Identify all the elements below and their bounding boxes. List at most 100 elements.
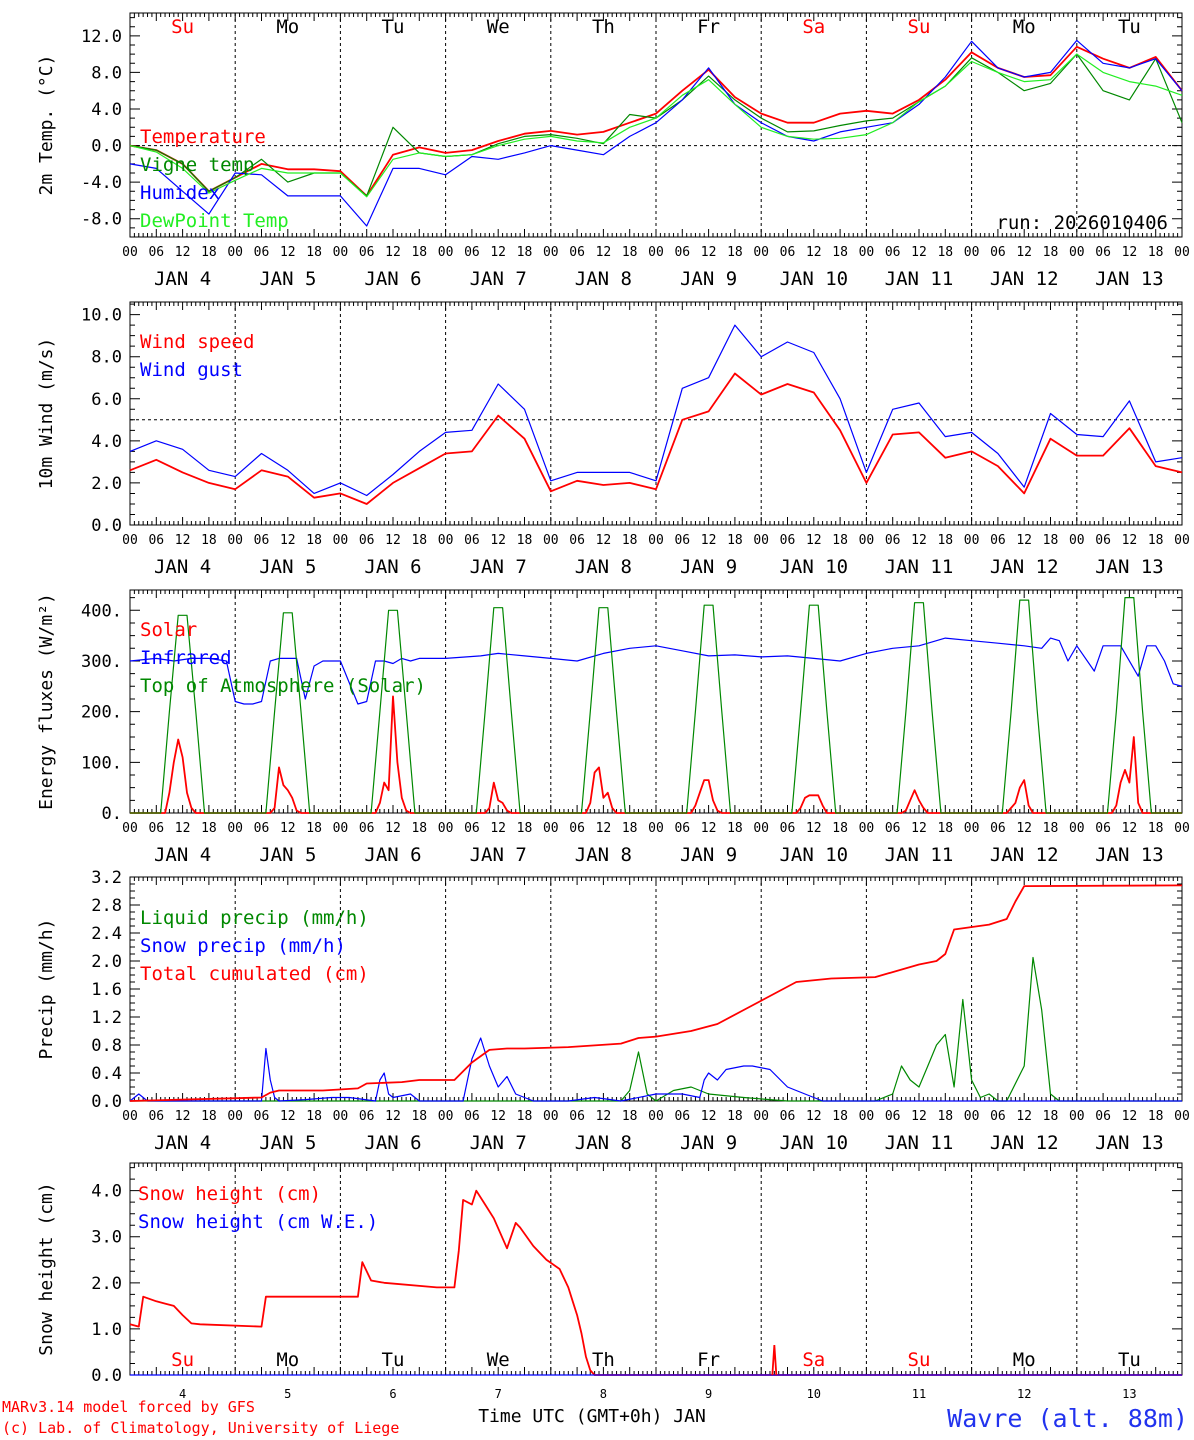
y-tick-label: 400. xyxy=(81,601,122,621)
hour-label: 18 xyxy=(937,533,953,548)
hour-label: 00 xyxy=(753,533,769,548)
x-ticks xyxy=(129,13,1183,237)
hour-label: 12 xyxy=(490,533,506,548)
hour-label: 12 xyxy=(490,245,506,260)
hour-label: 18 xyxy=(411,245,427,260)
hour-label: 12 xyxy=(385,245,401,260)
hour-label: 00 xyxy=(122,533,138,548)
hour-label: 18 xyxy=(517,1109,533,1124)
hour-label: 06 xyxy=(1095,1109,1111,1124)
hour-label: 00 xyxy=(227,245,243,260)
y-tick-label: 200. xyxy=(81,703,122,723)
hour-label: 06 xyxy=(254,1109,270,1124)
hour-label: 12 xyxy=(280,821,296,836)
hour-label: 12 xyxy=(911,821,927,836)
hour-label: 06 xyxy=(674,533,690,548)
hour-label: 18 xyxy=(622,1109,638,1124)
date-label: JAN 4 xyxy=(154,844,211,866)
hour-label: 18 xyxy=(1148,1109,1164,1124)
date-label: JAN 9 xyxy=(680,1132,737,1154)
hour-label: 12 xyxy=(175,821,191,836)
series-wind-gust xyxy=(129,324,1183,497)
hour-label: 18 xyxy=(411,533,427,548)
hour-label: 06 xyxy=(254,821,270,836)
hour-label: 06 xyxy=(780,533,796,548)
hour-label: 18 xyxy=(1043,245,1059,260)
date-label: JAN 13 xyxy=(1095,844,1164,866)
hour-label: 12 xyxy=(385,1109,401,1124)
y-tick-label: 2.0 xyxy=(91,1274,122,1294)
date-label: JAN 4 xyxy=(154,556,211,578)
hour-label: 00 xyxy=(964,1109,980,1124)
date-label: JAN 5 xyxy=(259,268,316,290)
day-number: 13 xyxy=(1122,1387,1136,1401)
day-number: 4 xyxy=(179,1387,186,1401)
y-tick-label: -4.0 xyxy=(81,173,122,193)
hour-label: 00 xyxy=(438,821,454,836)
date-label: JAN 4 xyxy=(154,268,211,290)
y-tick-label: 6.0 xyxy=(91,390,122,410)
hour-label: 00 xyxy=(648,533,664,548)
y-tick-label: 0.0 xyxy=(91,1366,122,1386)
hour-label: 12 xyxy=(1016,245,1032,260)
series-infrared xyxy=(129,637,1183,705)
hour-label: 06 xyxy=(1095,245,1111,260)
legend-item: Temperature xyxy=(140,126,266,148)
legend-item: Snow precip (mm/h) xyxy=(140,935,346,957)
y-tick-label: 4.0 xyxy=(91,100,122,120)
y-tick-label: 8.0 xyxy=(91,63,122,83)
hour-label: 00 xyxy=(964,821,980,836)
hour-label: 00 xyxy=(543,533,559,548)
hour-label: 00 xyxy=(753,821,769,836)
hour-label: 06 xyxy=(885,245,901,260)
date-label: JAN 13 xyxy=(1095,1132,1164,1154)
date-label: JAN 10 xyxy=(779,1132,848,1154)
hour-label: 00 xyxy=(438,245,454,260)
panel-precip: 0.0 0.4 0.8 1.2 1.6 2.0 2.4 2.8 3.2 Precip (mm/h)… xyxy=(36,868,1190,1154)
hour-label: 18 xyxy=(1148,821,1164,836)
x-ticks xyxy=(129,302,1183,525)
series-snow-precip-mm-h xyxy=(129,1037,1182,1102)
hour-label: 00 xyxy=(227,533,243,548)
hour-label: 06 xyxy=(569,1109,585,1124)
y-tick-label: -8.0 xyxy=(81,210,122,230)
hour-label: 00 xyxy=(1069,821,1085,836)
hour-label: 06 xyxy=(990,821,1006,836)
hour-label: 06 xyxy=(148,245,164,260)
hour-label: 12 xyxy=(911,245,927,260)
hour-label: 18 xyxy=(832,533,848,548)
hour-label: 12 xyxy=(1122,1109,1138,1124)
y-axis-label: Energy fluxes (W/m²) xyxy=(36,593,57,810)
panel-temp: -8.0 -4.0 0.0 4.0 8.0 12.0 2m Temp. (°C) 00 06 12… xyxy=(36,12,1190,290)
weekday-label: Tu xyxy=(382,1349,405,1371)
date-label: JAN 13 xyxy=(1095,268,1164,290)
y-tick-label: 300. xyxy=(81,652,122,672)
hour-label: 18 xyxy=(937,245,953,260)
hour-label: 00 xyxy=(859,533,875,548)
hour-label: 00 xyxy=(438,1109,454,1124)
date-label: JAN 6 xyxy=(364,556,421,578)
hour-label: 06 xyxy=(148,821,164,836)
hour-label: 12 xyxy=(596,245,612,260)
y-axis-label: 2m Temp. (°C) xyxy=(36,55,57,196)
hour-label: 06 xyxy=(464,245,480,260)
hour-label: 00 xyxy=(859,1109,875,1124)
hour-label: 06 xyxy=(569,245,585,260)
series-liquid-precip-mm-h xyxy=(130,956,1182,1102)
hour-label: 00 xyxy=(1069,533,1085,548)
date-label: JAN 13 xyxy=(1095,556,1164,578)
hour-label: 06 xyxy=(674,821,690,836)
y-tick-label: 2.0 xyxy=(91,474,122,494)
hour-label: 06 xyxy=(885,533,901,548)
hour-label: 18 xyxy=(1043,1109,1059,1124)
hour-label: 00 xyxy=(964,245,980,260)
hour-label: 12 xyxy=(596,533,612,548)
hour-label: 00 xyxy=(122,821,138,836)
hour-label: 18 xyxy=(306,245,322,260)
hour-label: 06 xyxy=(359,1109,375,1124)
hour-label: 18 xyxy=(1043,533,1059,548)
hour-label: 18 xyxy=(201,821,217,836)
date-label: JAN 11 xyxy=(885,268,954,290)
series-wind-speed xyxy=(129,372,1183,505)
